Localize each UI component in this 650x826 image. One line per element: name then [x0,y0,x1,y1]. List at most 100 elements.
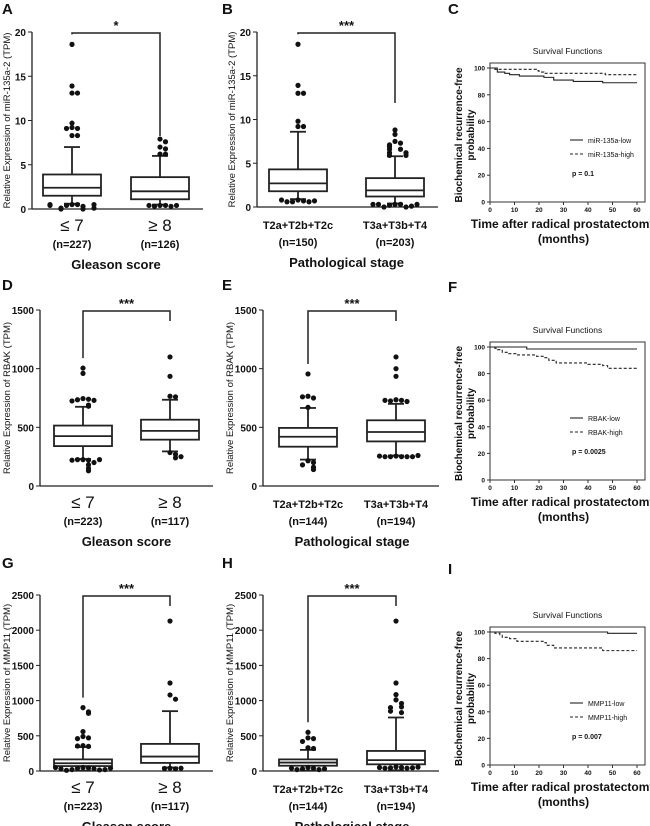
significance-stars: * [113,18,119,33]
outlier-point [310,466,317,473]
n-label: (n=144) [289,801,328,813]
outlier-point [74,457,81,463]
x-tick-label: 40 [584,207,592,214]
x-tick-label: 30 [560,485,568,492]
outlier-point [392,131,398,137]
y-tick-label: 100 [474,66,485,73]
y-tick-label: 0 [481,200,485,207]
y-tick-label: 20 [15,28,27,39]
x-category-label: T3a+T3b+T4 [363,220,428,232]
y-axis-label: Biochemical recurrence-freeprobability [454,346,477,482]
significance-bracket [82,595,171,698]
x-label-line: (months) [538,232,589,246]
y-tick-label: 40 [478,709,486,716]
outlier-point [414,201,420,207]
outlier-point [404,765,410,771]
outlier-point [284,199,290,205]
y-tick-label: 20 [478,173,486,180]
x-tick-label: 60 [633,485,641,492]
n-label: (n=194) [377,801,416,813]
x-tick-label: 30 [560,207,568,214]
outlier-point [305,393,311,399]
outlier-point [288,765,295,771]
box [268,168,328,193]
legend-label: MMP11-low [588,701,625,708]
outlier-point [168,203,174,209]
outlier-point [178,765,184,771]
box-0 [268,41,328,205]
x-axis-label: Time after radical prostatectomy (months) [471,780,650,809]
outlier-point [173,202,180,209]
y-tick-label: 1000 [12,697,35,708]
outlier-point [63,202,70,209]
box-0 [52,705,114,773]
x-tick-label: 10 [511,207,519,214]
outlier-point [305,371,311,377]
n-label: (n=223) [64,801,103,813]
outlier-point [306,199,312,205]
outlier-point [167,354,173,360]
y-tick-label: 60 [478,119,486,126]
significance-stars: *** [339,18,355,33]
outlier-point [157,202,163,209]
x-axis-label: Pathological stage [295,819,410,826]
box [366,419,426,443]
x-axis-label: Time after radical prostatectomy (months) [471,495,650,524]
outlier-point [172,766,179,772]
outlier-point [294,766,300,773]
y-tick-label: 100 [474,345,485,352]
outlier-point [162,146,169,152]
outlier-point [80,395,86,402]
outlier-point [382,397,388,403]
y-tick-label: 80 [478,656,486,663]
outlier-point [85,396,92,402]
outlier-point [381,204,387,210]
survival-curve-0 [490,67,637,84]
outlier-point [310,459,317,466]
outlier-point [85,710,92,716]
outlier-point [295,82,301,88]
outlier-point [69,457,75,463]
n-label: (n=117) [151,801,190,813]
outlier-point [80,370,86,376]
x-tick-label: 20 [535,207,543,214]
outlier-point [398,764,405,771]
outlier-point [393,764,399,770]
legend-label: RBAK-high [588,430,623,437]
y-tick-label: 100 [474,630,485,637]
legend-label: MMP11-high [588,715,627,722]
outlier-point [310,745,317,752]
outlier-point [167,692,173,698]
y-tick-label: 500 [240,423,257,434]
x-category-label: T2a+T2b+T2c [273,499,343,511]
y-tick-label: 1500 [235,661,258,672]
x-category-label: T2a+T2b+T2c [273,784,343,796]
outlier-point [91,766,97,772]
outlier-point [69,398,75,404]
x-category-label: ≥ 8 [148,216,172,235]
x-label-line: Time after radical prostatectomy [471,495,650,509]
outlier-point [85,743,92,749]
outlier-point [305,735,311,741]
outlier-point [58,766,64,772]
outlier-point [80,705,86,711]
y-tick-label: 1500 [235,306,258,317]
y-axis-label: Biochemical recurrence-freeprobability [454,67,477,203]
outlier-point [404,398,410,405]
panel-label: I [448,561,452,578]
outlier-point [392,138,398,144]
outlier-point [85,765,92,771]
outlier-point [403,204,409,210]
box [365,177,425,198]
box-1 [140,354,200,461]
x-label-line: (months) [538,795,589,809]
box-0 [278,371,338,473]
plot-frame [489,62,646,203]
outlier-point [91,459,97,466]
outlier-point [69,41,75,47]
x-category-label: ≥ 8 [158,778,182,797]
y-label-line: probability [466,673,477,725]
outlier-point [167,618,173,624]
box [140,418,200,441]
